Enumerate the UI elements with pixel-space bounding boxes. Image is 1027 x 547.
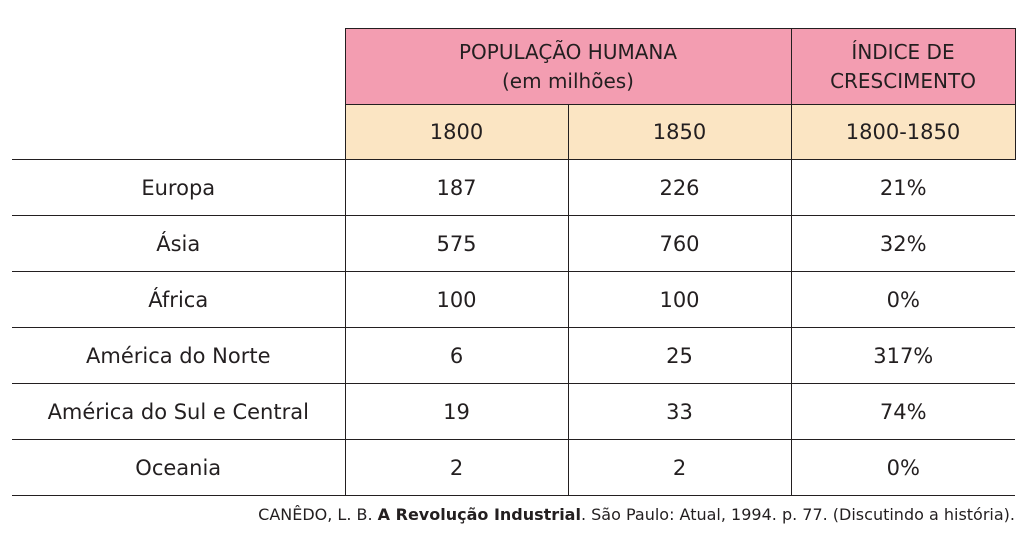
header-growth-index: ÍNDICE DE CRESCIMENTO (790, 28, 1016, 105)
population-table: POPULAÇÃO HUMANA (em milhões) ÍNDICE DE … (12, 28, 1016, 496)
table-row: Oceania 2 2 0% (12, 439, 1015, 496)
source-rest: . São Paulo: Atual, 1994. p. 77. (Discut… (580, 505, 1015, 524)
value-1850-cell: 226 (567, 159, 791, 216)
value-1800-cell: 6 (344, 327, 568, 384)
header-row-years: 1800 1850 1800-1850 (12, 104, 1016, 160)
table-row: América do Sul e Central 19 33 74% (12, 383, 1015, 440)
value-1800-cell: 2 (344, 439, 568, 496)
region-cell: Ásia (12, 215, 345, 272)
region-cell: Oceania (12, 439, 345, 496)
value-1850-cell: 760 (567, 215, 791, 272)
value-1800-cell: 187 (344, 159, 568, 216)
header-index-line2: CRESCIMENTO (830, 68, 976, 93)
empty-corner-cell-2 (12, 104, 345, 160)
source-author: CANÊDO, L. B. (258, 505, 373, 524)
value-1800-cell: 575 (344, 215, 568, 272)
region-cell: América do Sul e Central (12, 383, 345, 440)
growth-index-cell: 21% (790, 159, 1015, 216)
region-cell: África (12, 271, 345, 328)
source-title: A Revolução Industrial (377, 505, 581, 524)
growth-index-cell: 0% (790, 271, 1015, 328)
value-1800-cell: 19 (344, 383, 568, 440)
header-population-unit: (em milhões) (502, 68, 634, 93)
value-1850-cell: 25 (567, 327, 791, 384)
table-row: Europa 187 226 21% (12, 159, 1015, 216)
header-population: POPULAÇÃO HUMANA (em milhões) (344, 28, 792, 105)
table-row: Ásia 575 760 32% (12, 215, 1015, 272)
value-1850-cell: 2 (567, 439, 791, 496)
growth-index-cell: 74% (790, 383, 1015, 440)
header-row-top: POPULAÇÃO HUMANA (em milhões) ÍNDICE DE … (12, 28, 1016, 105)
header-population-title: POPULAÇÃO HUMANA (458, 39, 678, 64)
growth-index-cell: 317% (790, 327, 1015, 384)
value-1850-cell: 100 (567, 271, 791, 328)
value-1850-cell: 33 (567, 383, 791, 440)
growth-index-cell: 32% (790, 215, 1015, 272)
source-citation: CANÊDO, L. B. A Revolução Industrial. Sã… (258, 505, 1015, 524)
region-cell: Europa (12, 159, 345, 216)
value-1800-cell: 100 (344, 271, 568, 328)
table-row: América do Norte 6 25 317% (12, 327, 1015, 384)
header-year-1800: 1800 (344, 104, 569, 160)
empty-corner-cell (12, 29, 345, 105)
header-period: 1800-1850 (790, 104, 1016, 160)
table-row: África 100 100 0% (12, 271, 1015, 328)
region-cell: América do Norte (12, 327, 345, 384)
growth-index-cell: 0% (790, 439, 1015, 496)
header-year-1850: 1850 (567, 104, 792, 160)
header-index-line1: ÍNDICE DE (851, 39, 955, 64)
